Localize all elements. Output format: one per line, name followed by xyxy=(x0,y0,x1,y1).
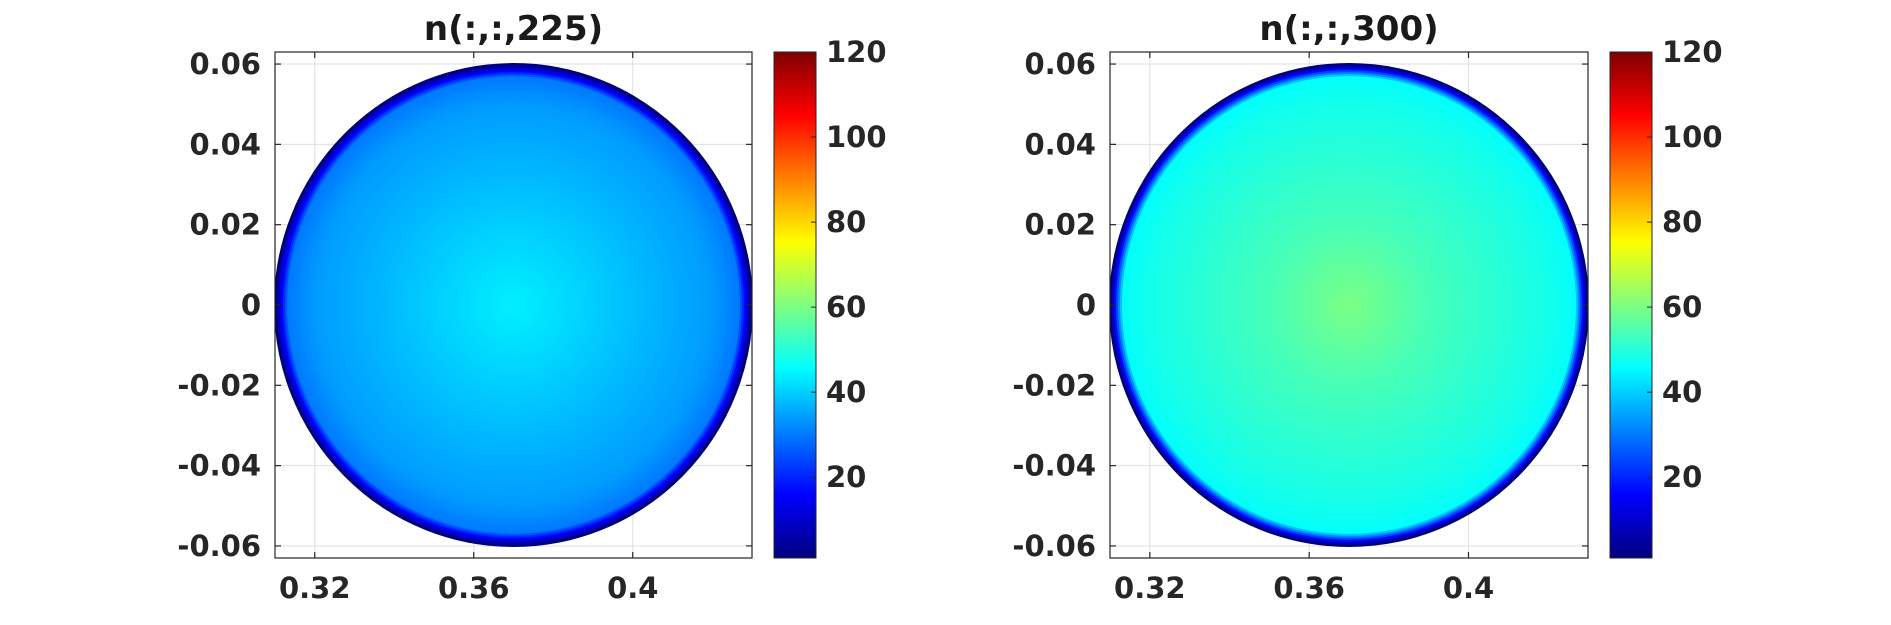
colorbar-tick-label: 100 xyxy=(826,120,887,154)
y-tick-label: 0.06 xyxy=(1024,47,1096,81)
y-tick-label: 0.04 xyxy=(189,127,261,161)
colorbar-tick-label: 40 xyxy=(1662,375,1702,409)
disk-heatmap xyxy=(275,63,752,547)
colorbar-tick-label: 120 xyxy=(1662,35,1723,69)
heatmap-ring xyxy=(511,302,516,308)
colorbar-tick-label: 80 xyxy=(1662,205,1702,239)
colorbar xyxy=(773,51,817,559)
y-tick-label: -0.02 xyxy=(177,368,261,402)
x-tick-label: 0.4 xyxy=(607,571,658,605)
x-tick-label: 0.32 xyxy=(1114,571,1186,605)
colorbar-tick-label: 120 xyxy=(826,35,887,69)
disk-rim xyxy=(1110,63,1588,547)
x-tick-label: 0.36 xyxy=(1273,571,1345,605)
y-tick-label: 0.04 xyxy=(1024,127,1096,161)
y-tick-label: 0.02 xyxy=(1024,208,1096,242)
disk-heatmap xyxy=(1110,63,1588,547)
colorbar-tick-label: 40 xyxy=(826,375,866,409)
x-tick-label: 0.4 xyxy=(1443,571,1494,605)
colorbar xyxy=(1609,51,1653,559)
y-tick-label: -0.04 xyxy=(177,449,261,483)
y-tick-label: 0.06 xyxy=(189,47,261,81)
heatmap-ring xyxy=(1347,302,1351,308)
chart-title: n(:,:,300) xyxy=(1259,9,1438,49)
x-tick-label: 0.36 xyxy=(438,571,510,605)
y-tick-label: 0 xyxy=(1076,288,1096,322)
colorbar-tick-label: 60 xyxy=(826,290,866,324)
colorbar-tick-label: 20 xyxy=(1662,460,1702,494)
y-tick-label: -0.06 xyxy=(177,529,261,563)
y-tick-label: 0.02 xyxy=(189,208,261,242)
y-tick-label: 0 xyxy=(241,288,261,322)
colorbar-tick-label: 100 xyxy=(1662,120,1723,154)
y-tick-label: -0.06 xyxy=(1012,529,1096,563)
panel-1: 0.32 0.36 0.4 0.06 0.04 0.02 0 -0.02 -0.04 -0.06 n… xyxy=(177,9,886,605)
colorbar-tick-label: 80 xyxy=(826,205,866,239)
chart-title: n(:,:,225) xyxy=(424,9,603,49)
y-tick-label: -0.04 xyxy=(1012,449,1096,483)
y-tick-label: -0.02 xyxy=(1012,368,1096,402)
x-tick-label: 0.32 xyxy=(279,571,351,605)
disk-rim xyxy=(275,63,752,547)
colorbar-tick-label: 20 xyxy=(826,460,866,494)
colorbar-tick-label: 60 xyxy=(1662,290,1702,324)
panel-2: 0.32 0.36 0.4 0.06 0.04 0.02 0 -0.02 -0.04 -0.06 n… xyxy=(1012,9,1722,605)
